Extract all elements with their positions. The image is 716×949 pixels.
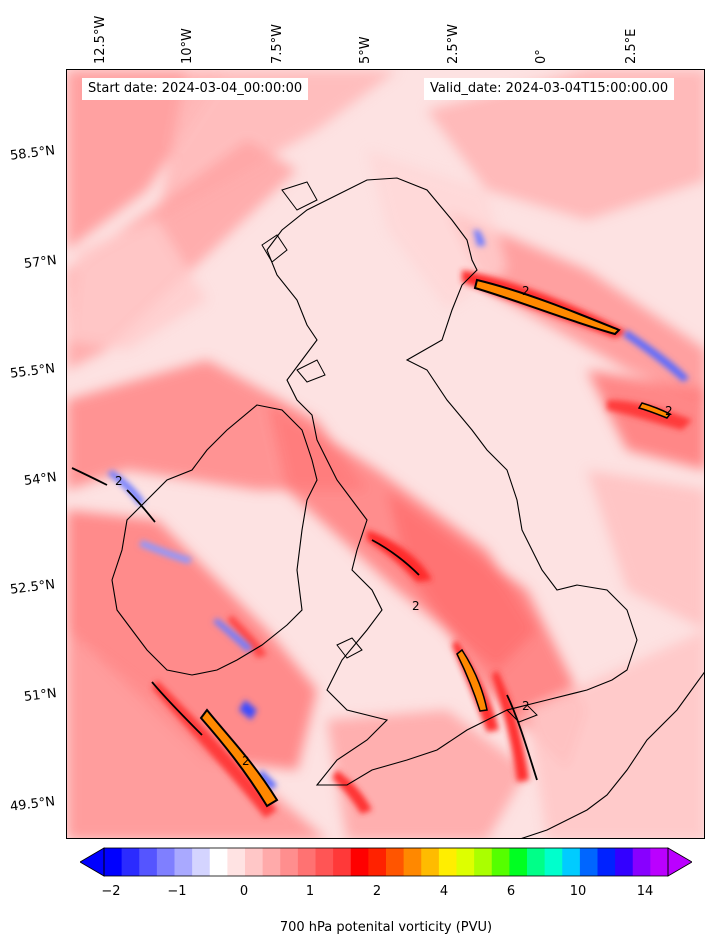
lat-label-55-5n: 55.5°N: [9, 361, 56, 382]
colorbar-tick: 1: [305, 884, 315, 899]
colorbar-label: 700 hPa potenital vorticity (PVU): [279, 920, 493, 935]
colorbar-swatch: [403, 848, 422, 876]
pv-map: 2 2 2 2 2 2: [66, 69, 705, 839]
pv-contours: [71, 467, 538, 781]
colorbar-swatch: [209, 848, 228, 876]
valid-date-label: Valid_date: 2024-03-04T15:00:00.00: [424, 78, 675, 100]
colorbar-swatch: [315, 848, 334, 876]
colorbar-swatch: [121, 848, 140, 876]
colorbar-swatch: [104, 848, 123, 876]
colorbar-swatch: [438, 848, 458, 876]
lat-label-54n: 54°N: [23, 470, 58, 489]
colorbar-swatch: [156, 848, 176, 876]
colorbar-tick: 4: [439, 884, 449, 899]
pv-shading-bands: [67, 70, 704, 838]
contour-label: 2: [522, 699, 530, 713]
coastline-ireland: [111, 404, 318, 676]
colorbar-tick: −1: [167, 884, 187, 899]
colorbar-tick: 0: [239, 884, 249, 899]
coastline-continent: [521, 671, 704, 838]
contour-label: 2: [412, 599, 420, 613]
colorbar-swatch: [386, 848, 405, 876]
contour-label: 2: [242, 754, 250, 768]
lon-label-2-5e: 2.5°E: [624, 28, 639, 64]
lon-label-2-5w: 2.5°W: [446, 23, 461, 64]
colorbar-swatch: [509, 848, 528, 876]
colorbar-swatch: [544, 848, 563, 876]
colorbar-swatch: [262, 848, 281, 876]
colorbar-swatch: [650, 848, 669, 876]
lat-label-51n: 51°N: [23, 686, 58, 705]
colorbar-swatch: [350, 848, 369, 876]
colorbar-tick: 6: [506, 884, 516, 899]
colorbar-swatch: [597, 848, 616, 876]
colorbar-swatch: [297, 848, 317, 876]
colorbar-tick: −2: [101, 884, 121, 899]
lat-label-52-5n: 52.5°N: [9, 577, 56, 598]
pv-high-cores: [199, 278, 672, 808]
lon-label-10w: 10°W: [180, 28, 195, 64]
contour-label: 2: [665, 404, 673, 418]
colorbar-swatch: [139, 848, 158, 876]
contour-label: 2: [522, 284, 530, 298]
lon-label-12-5w: 12.5°W: [93, 15, 108, 64]
colorbar-swatch: [245, 848, 264, 876]
colorbar-tick: 10: [569, 884, 587, 899]
coastline-islands: [261, 181, 538, 723]
colorbar-swatch: [333, 848, 352, 876]
lon-label-0: 0°: [534, 49, 549, 64]
colorbar-swatch: [527, 848, 546, 876]
colorbar-tick: 14: [636, 884, 654, 899]
colorbar-swatch: [421, 848, 440, 876]
colorbar-swatch: [456, 848, 475, 876]
colorbar-swatch: [491, 848, 510, 876]
lon-label-7-5w: 7.5°W: [270, 23, 285, 64]
lat-label-57n: 57°N: [23, 253, 58, 272]
lat-label-58-5n: 58.5°N: [9, 143, 56, 164]
colorbar-swatch: [174, 848, 193, 876]
lon-label-5w: 5°W: [358, 36, 373, 64]
pv-negative-streaks: [107, 230, 689, 790]
coastline-great-britain: [266, 177, 638, 786]
colorbar-swatch: [192, 848, 211, 876]
colorbar-swatch: [579, 848, 599, 876]
start-date-label: Start date: 2024-03-04_00:00:00: [82, 78, 309, 100]
colorbar-extend-min: [80, 847, 105, 877]
colorbar-tick: 2: [372, 884, 382, 899]
colorbar-swatch: [474, 848, 493, 876]
colorbar-swatch: [368, 848, 387, 876]
colorbar-extend-max: [667, 847, 692, 877]
colorbar: [80, 847, 692, 877]
lat-label-49-5n: 49.5°N: [9, 794, 56, 815]
colorbar-swatch: [280, 848, 299, 876]
colorbar-swatch: [562, 848, 581, 876]
colorbar-swatch: [615, 848, 634, 876]
colorbar-swatch: [227, 848, 246, 876]
colorbar-frame: [103, 847, 669, 877]
colorbar-swatch: [632, 848, 651, 876]
pv-field: 2 2 2 2 2 2: [67, 70, 704, 838]
contour-label: 2: [115, 474, 123, 488]
colorbar-swatches: [80, 847, 692, 877]
